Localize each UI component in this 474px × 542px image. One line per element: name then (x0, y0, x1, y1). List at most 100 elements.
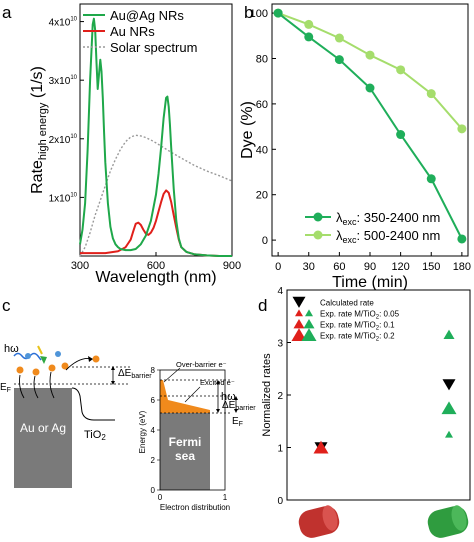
excitation-arrow-3 (49, 371, 55, 399)
legend-marker-500 (313, 230, 323, 240)
a-ytick-label-0: 1x1010 (49, 192, 78, 204)
b-xtick-label-3: 90 (364, 261, 376, 273)
panel-a-y-label-unit: (1/s) (29, 66, 46, 102)
dist-x-tick-0: 0 (158, 493, 163, 502)
panel-c-letter: c (2, 296, 11, 315)
panel-c-band-schematic: Au or Ag ΔEbarrier EF TiO2 hω (0, 343, 152, 488)
d-legend-marker-0-0 (292, 296, 306, 308)
b-series-0-point-6 (457, 234, 467, 244)
b-xtick-label-0: 0 (275, 261, 281, 273)
barrier-label-right: ΔEbarrier (222, 400, 256, 412)
d-ytick-label-0: 0 (277, 496, 283, 507)
panel-c: c Au or Ag ΔEbarrier EF TiO2 hω (0, 296, 256, 512)
b-series-0-point-4 (396, 130, 406, 140)
hot-electron-fill (160, 380, 210, 413)
d-legend-marker-3-0 (291, 328, 307, 341)
electron-5 (92, 355, 100, 363)
a-series-line-2 (79, 134, 233, 257)
d-legend-marker-1-1 (305, 309, 313, 317)
d-point-2 (317, 443, 325, 451)
d-legend-label-2: Exp. rate M/TiO2: 0.1 (320, 321, 395, 332)
a-ytick-label-2: 3x1010 (49, 75, 78, 87)
barrier-label: ΔEbarrier (118, 368, 152, 380)
excitation-arrow-1 (19, 374, 25, 399)
d-point-6 (445, 430, 453, 438)
dist-x-label: Electron distribution (160, 503, 230, 512)
b-ytick-label-2: 40 (256, 144, 268, 156)
electron-6 (25, 353, 31, 359)
dist-ytick-label-0: 0 (151, 486, 156, 495)
fermi-sea-label-2: sea (175, 449, 195, 463)
legend-350-range: 350-2400 nm (364, 210, 441, 225)
legend-350-colon: : (357, 210, 364, 225)
dist-y-label: Energy (eV) (138, 410, 147, 453)
panel-a-y-axis-label: Ratehigh energy (1/s) (29, 66, 49, 194)
b-xtick-label-6: 180 (453, 261, 471, 273)
a-xtick-label-2: 900 (223, 260, 241, 272)
dist-ytick-label-2: 4 (151, 426, 156, 435)
fermi-label-sub: F (7, 387, 11, 394)
barrier-arrow-head-down (111, 381, 115, 385)
b-ytick-label-1: 20 (256, 190, 268, 202)
panel-b: b 0 20 40 60 80 100 0 30 60 90 120 150 180 Time (mi… (239, 3, 471, 291)
d-point-3 (443, 329, 455, 340)
legend-500-colon: : (357, 228, 364, 243)
injection-arrow (65, 358, 93, 371)
d-legend-marker-3-1 (301, 328, 317, 341)
d-legend-marker-1-0 (295, 309, 303, 317)
b-series-1-point-6 (457, 124, 467, 134)
a-ytick-label-1: 2x1010 (49, 134, 78, 146)
au-ag-nr-rod-cap (451, 505, 467, 531)
panel-b-y-axis-label: Dye (%) (239, 101, 256, 159)
d-legend-label-1: Exp. rate M/TiO2: 0.05 (320, 310, 400, 321)
b-series-1-point-1 (304, 19, 314, 29)
a-xtick-label-0: 300 (71, 260, 89, 272)
fermi-right-sub: F (239, 421, 243, 428)
b-series-1-point-5 (426, 89, 436, 99)
b-series-1-point-4 (396, 65, 406, 75)
b-series-0-point-5 (426, 174, 436, 184)
legend-label-au: Au NRs (110, 24, 155, 39)
legend-label-500: λexc: 500-2400 nm (336, 228, 440, 245)
b-series-0-point-1 (304, 32, 314, 42)
dist-ytick-label-1: 2 (151, 456, 156, 465)
legend-500-range: 500-2400 nm (364, 228, 441, 243)
legend-label-au-ag: Au@Ag NRs (110, 8, 184, 23)
panel-a-y-ticks: 1x1010 2x1010 3x1010 4x1010 (49, 17, 84, 204)
fermi-label: EF (0, 382, 11, 394)
tio2-label-base: TiO (84, 429, 102, 441)
panel-b-y-ticks: 0 20 40 60 80 100 (250, 8, 276, 247)
d-ytick-label-2: 2 (277, 391, 283, 402)
b-ytick-label-4: 80 (256, 53, 268, 65)
panel-a-y-label-sub: high energy (37, 102, 49, 160)
barrier-label-delta: ΔE (118, 368, 132, 379)
b-ytick-label-3: 60 (256, 99, 268, 111)
panel-b-legend: λexc: 350-2400 nm λexc: 500-2400 nm (305, 210, 440, 245)
barrier-label-sub: barrier (131, 373, 152, 380)
b-series-line-1 (277, 12, 463, 130)
dist-ytick-label-3: 6 (151, 396, 156, 405)
metal-block-top (14, 388, 72, 402)
barrier-arrow-right-down (234, 409, 238, 413)
d-point-5 (441, 401, 457, 415)
fermi-label-e: E (0, 382, 7, 393)
hw-arrow-head-down (216, 409, 220, 413)
d-point-4 (442, 379, 456, 391)
legend-350-sub: exc (343, 217, 358, 227)
b-series-line-0 (277, 12, 463, 240)
b-xtick-label-4: 120 (391, 261, 409, 273)
fermi-label-right: EF (232, 416, 243, 428)
excitation-arrow-2 (33, 375, 39, 399)
b-series-1-point-3 (365, 50, 375, 60)
b-series-0-point-2 (334, 55, 344, 65)
photon-wave-yellow (37, 345, 43, 355)
over-barrier-pointer (163, 367, 181, 383)
panel-d-points (313, 329, 457, 454)
b-ytick-label-5: 100 (250, 8, 268, 20)
panel-a-legend: Au@Ag NRs Au NRs Solar spectrum (83, 8, 197, 55)
a-ytick-label-3: 4x1010 (49, 17, 78, 29)
panel-b-letter: b (244, 3, 253, 22)
legend-350-lambda: λ (336, 210, 343, 225)
dist-x-tick-1: 1 (223, 493, 228, 502)
photon-arrow-head (40, 356, 47, 364)
